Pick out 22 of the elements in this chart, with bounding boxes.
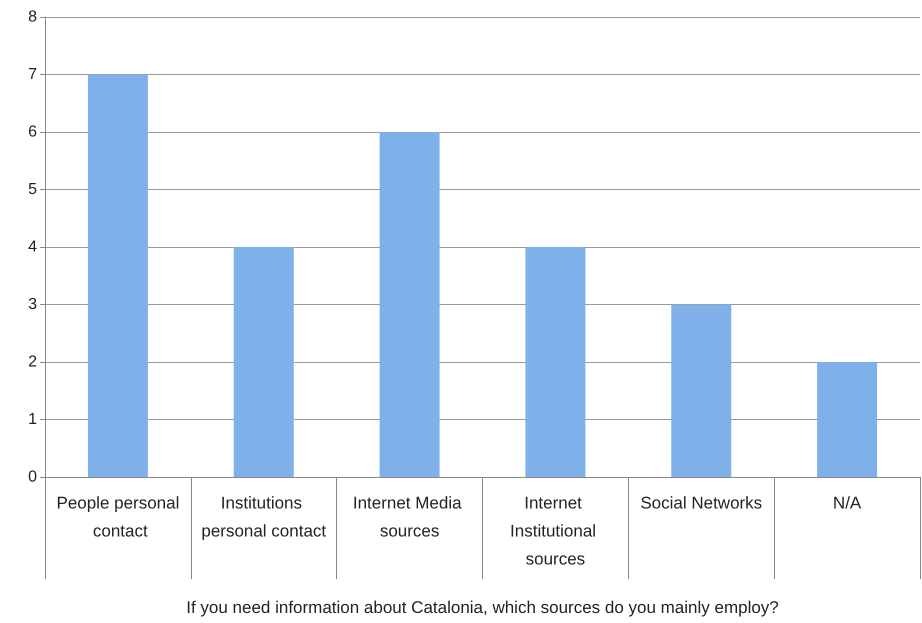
y-tick-label: 4 [28,238,38,256]
x-tick-label: Internet Media sources [352,494,466,540]
bar [671,304,732,477]
y-tick-label: 8 [28,8,38,26]
y-tick-label: 2 [28,354,38,370]
x-tick-label: Internet Institutional sources [510,494,601,568]
x-tick-label: People personal contact [56,494,180,540]
bar [817,362,878,477]
bar [525,247,586,477]
y-tick-label: 7 [28,66,38,83]
x-tick-label: Institutions personal contact [201,494,326,540]
y-tick-label: 0 [28,468,38,486]
y-tick-label: 5 [28,181,38,198]
x-tick-label: Social Networks [640,494,762,512]
x-axis-title: If you need information about Catalonia, which sources do you mainly employ? [186,598,779,617]
y-tick-label: 1 [28,411,38,428]
y-tick-label: 3 [28,296,38,313]
bar [234,247,294,477]
bar [380,132,440,477]
bar [88,74,148,477]
y-tick-label: 6 [28,124,38,140]
x-tick-label: N/A [832,494,862,512]
